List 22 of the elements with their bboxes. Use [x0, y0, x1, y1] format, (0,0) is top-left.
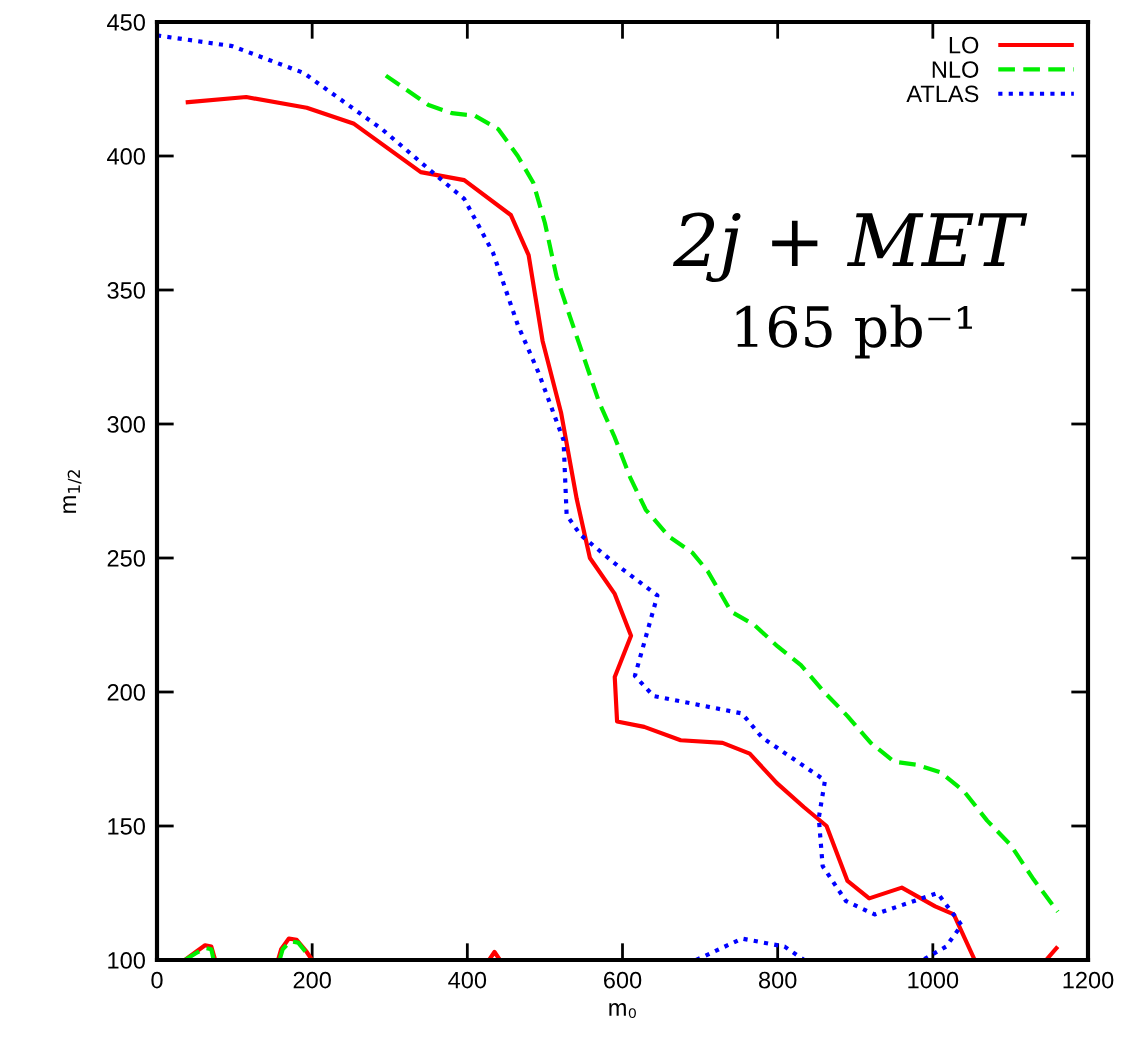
y-tick-label: 400 — [107, 148, 145, 165]
y-axis-title: m$_{1/2}$ — [63, 470, 82, 513]
y-tick-label: 200 — [107, 684, 145, 701]
legend-label: ATLAS — [906, 85, 979, 103]
x-tick-label: 600 — [604, 971, 642, 989]
y-tick-label: 300 — [107, 416, 145, 433]
y-tick-label: 100 — [108, 952, 145, 969]
x-axis-title: m₀ — [609, 1003, 636, 1018]
x-tick-label: 1000 — [908, 971, 959, 989]
y-tick-label: 350 — [107, 282, 145, 299]
x-tick-label: 1200 — [1063, 971, 1114, 989]
x-tick-label: 200 — [293, 971, 331, 989]
legend-label: NLO — [932, 61, 979, 78]
y-tick-label: 150 — [108, 818, 145, 835]
x-tick-label: 800 — [759, 971, 797, 989]
x-tick-label: 400 — [448, 971, 487, 989]
y-tick-label: 250 — [107, 550, 145, 567]
y-tick-label: 450 — [107, 14, 145, 31]
legend-label: LO — [949, 36, 979, 54]
x-tick-label: 0 — [151, 971, 163, 989]
annotation: 165 pb⁻¹ — [736, 304, 972, 359]
annotation: 2j + MET — [672, 212, 1028, 283]
